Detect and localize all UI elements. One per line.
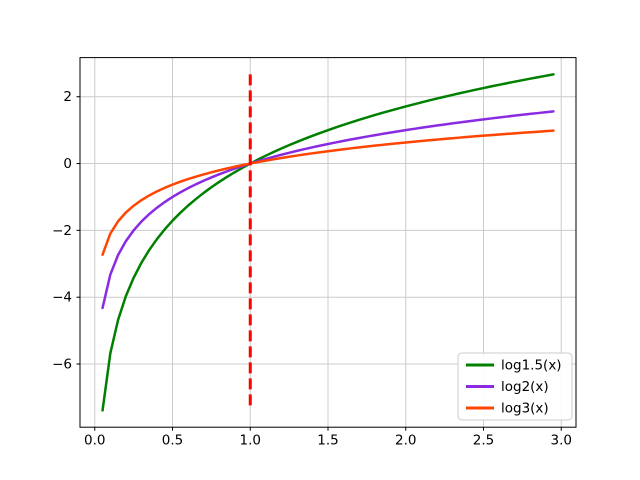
- curve-log2-x: [101, 110, 555, 310]
- x-tick-label: 0.5: [162, 433, 183, 449]
- x-tick-label: 0.0: [84, 433, 105, 449]
- axis-ticks: 0.0 0.5 1.0 1.5 2.0 2.5 3.0 −6 −4 −2 0 2: [52, 89, 572, 448]
- y-tick-label: 2: [63, 89, 72, 105]
- legend-label-log3-x: log3(x): [501, 401, 549, 417]
- y-tick-label: 0: [63, 156, 72, 172]
- legend-box: [457, 352, 573, 421]
- x-tick-label: 1.5: [317, 433, 338, 449]
- curve-log1-5-x: [101, 73, 555, 412]
- y-tick-label: −6: [52, 357, 72, 373]
- legend: log1.5(x) log2(x) log3(x): [457, 352, 573, 421]
- x-tick-label: 2.0: [395, 433, 416, 449]
- curve-log3-x: [101, 129, 555, 256]
- y-tick-label: −2: [52, 223, 72, 239]
- plot-lines: [101, 73, 555, 412]
- x-tick-label: 3.0: [550, 433, 571, 449]
- legend-label-log1-5-x: log1.5(x): [501, 358, 562, 374]
- x-tick-label: 2.5: [473, 433, 494, 449]
- x-tick-label: 1.0: [240, 433, 261, 449]
- y-tick-label: −4: [52, 290, 72, 306]
- legend-label-log2-x: log2(x): [501, 379, 549, 395]
